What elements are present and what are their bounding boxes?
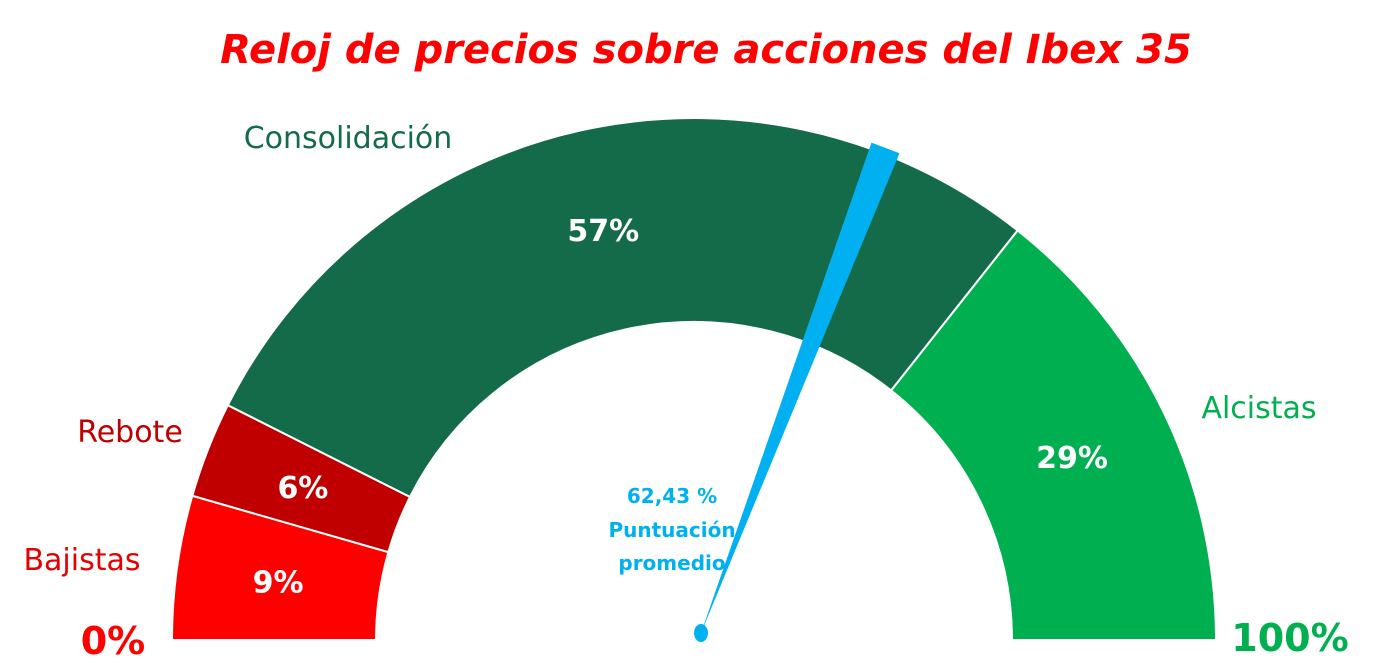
- gauge-max-label: 100%: [1231, 616, 1348, 660]
- segment-percent-label: 57%: [567, 214, 639, 249]
- needle-hub: [694, 624, 708, 642]
- needle-pointer: [701, 142, 900, 633]
- needle-caption-line-2: promedio: [618, 551, 725, 575]
- segment-name-label: Bajistas: [23, 543, 140, 578]
- segment-name-label: Consolidación: [244, 121, 453, 156]
- segment-name-labels: Bajistas Rebote Consolidación Alcistas: [23, 121, 1316, 578]
- segment-percent-label: 29%: [1036, 441, 1108, 476]
- needle-caption-line-1: Puntuación: [608, 518, 735, 542]
- segment-percent-label: 6%: [277, 471, 328, 506]
- segment-name-label: Rebote: [77, 415, 183, 450]
- gauge-segments: [170, 117, 1218, 641]
- chart-title: Reloj de precios sobre acciones del Ibex…: [220, 27, 1192, 73]
- segment-name-label: Alcistas: [1201, 391, 1316, 426]
- needle-value-label: 62,43 %: [627, 484, 717, 508]
- segment-percent-label: 9%: [253, 565, 304, 600]
- gauge-needle: [694, 142, 900, 642]
- gauge-segment-alcistas: [889, 229, 1218, 641]
- gauge-min-label: 0%: [81, 619, 146, 663]
- segment-percent-labels: 9% 6% 57% 29%: [253, 214, 1108, 600]
- gauge-segment-consolidaci-n: [226, 117, 1020, 499]
